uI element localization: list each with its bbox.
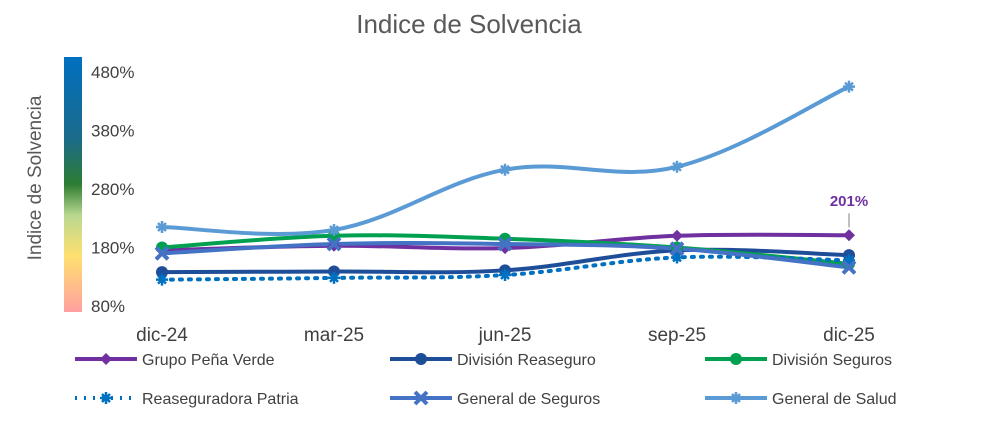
data-label: 201% [830,193,868,210]
legend-marker [730,353,742,365]
y-axis-title: Indice de Solvencia [25,95,46,260]
y-tick-label: 380% [91,122,134,141]
legend: Grupo Peña Verde División Reaseguro Divisi… [75,352,897,408]
legend-item-general-de-seguros: General de Seguros [390,390,600,408]
point-grupo-pena-verde [843,229,855,242]
x-tick-label: mar-25 [304,325,364,346]
legend-label: División Seguros [772,352,892,369]
legend-label: Grupo Peña Verde [142,352,275,369]
y-tick-label: 280% [91,180,134,199]
x-tick-label: dic-25 [823,325,875,346]
x-tick-label: sep-25 [648,325,706,346]
series-line-general-de-salud [160,84,851,236]
x-tick-label: jun-25 [478,325,532,346]
legend-item-division-seguros: División Seguros [705,352,892,369]
legend-item-division-reaseguro: División Reaseguro [390,352,596,369]
data-labels: 201% [830,193,868,228]
legend-item-grupo-pena-verde: Grupo Peña Verde [75,352,275,369]
legend-label: Reaseguradora Patria [142,391,299,408]
point-general-de-seguros [669,241,685,257]
legend-marker [413,390,429,406]
series-markers [154,80,857,286]
point-general-de-seguros [154,245,170,261]
y-tick-label: 480% [91,63,134,82]
chart-title: Indice de Solvencia [356,9,582,39]
x-axis-ticks: dic-24 mar-25 jun-25 sep-25 dic-25 [136,325,875,346]
y-axis-ticks: 80% 180% 280% 380% 480% [91,63,134,316]
legend-item-reaseguradora-patria: Reaseguradora Patria [75,391,299,408]
x-tick-label: dic-24 [136,325,188,346]
legend-marker [100,353,112,365]
y-tick-label: 180% [91,239,134,258]
legend-marker [415,353,427,365]
point-general-de-seguros [497,236,513,252]
legend-label: General de Salud [772,391,897,408]
y-axis-color-bar [64,57,82,312]
point-general-de-seguros [326,236,342,252]
y-tick-label: 80% [91,297,125,316]
point-general-de-seguros [841,259,857,275]
point-grupo-pena-verde [671,229,683,242]
legend-item-general-de-salud: General de Salud [705,391,897,408]
color-bar-gradient [64,57,82,312]
legend-label: División Reaseguro [457,352,596,369]
legend-label: General de Seguros [457,391,600,408]
